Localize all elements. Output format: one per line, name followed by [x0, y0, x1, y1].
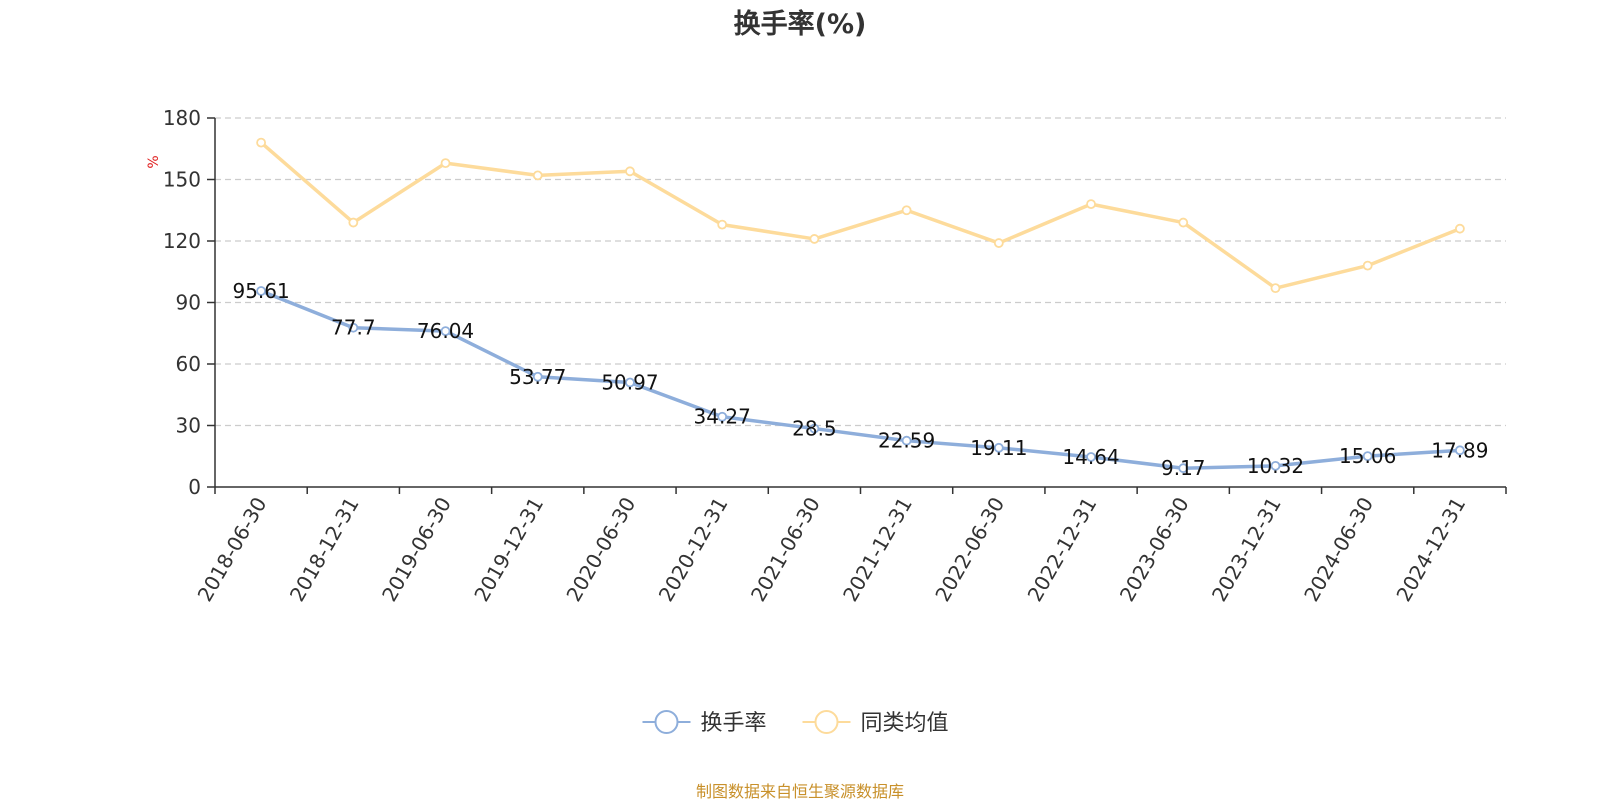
- data-point[interactable]: [1362, 260, 1373, 271]
- data-point[interactable]: [1178, 217, 1189, 228]
- data-label: 17.89: [1431, 438, 1488, 462]
- data-point[interactable]: [1270, 460, 1281, 471]
- data-label: 28.5: [792, 417, 837, 441]
- legend-label: 换手率: [701, 711, 767, 736]
- data-point[interactable]: [1362, 451, 1373, 462]
- data-point[interactable]: [809, 234, 820, 244]
- data-point[interactable]: [809, 423, 820, 434]
- data-point[interactable]: [256, 137, 267, 148]
- y-tick-label: 60: [176, 352, 201, 376]
- x-tick-label: 2021-06-30: [746, 493, 825, 606]
- data-point[interactable]: [1454, 223, 1465, 234]
- y-axis-unit-label: %: [146, 155, 162, 168]
- data-labels: 95.61 77.7 76.04 53.77 50.97 34.27 28.5 22.59 19…: [232, 279, 1488, 480]
- chart-title: 换手率(%): [734, 8, 867, 40]
- data-point[interactable]: [901, 435, 912, 446]
- data-point[interactable]: [1086, 452, 1096, 462]
- data-label: 34.27: [694, 405, 751, 429]
- source-note: 制图数据来自恒生聚源数据库: [696, 782, 904, 800]
- y-tick-label: 150: [163, 168, 201, 192]
- data-point[interactable]: [901, 205, 912, 216]
- data-point[interactable]: [440, 158, 451, 169]
- data-label: 95.61: [232, 279, 289, 303]
- series-line: [260, 289, 1461, 470]
- data-label: 14.64: [1062, 445, 1119, 469]
- data-point[interactable]: [1454, 445, 1465, 456]
- data-label: 22.59: [878, 429, 935, 453]
- x-tick-label: 2018-06-30: [193, 493, 272, 606]
- data-point[interactable]: [532, 371, 543, 382]
- data-point[interactable]: [348, 217, 359, 228]
- series-line: [259, 141, 1461, 290]
- data-label: 53.77: [509, 365, 566, 389]
- data-point[interactable]: [625, 166, 635, 177]
- x-tick-label: 2022-12-31: [1023, 493, 1102, 606]
- x-tick-label: 2019-12-31: [469, 493, 548, 606]
- data-label: 77.7: [331, 316, 376, 340]
- y-tick-label: 0: [188, 475, 201, 499]
- y-tick-label: 120: [163, 229, 201, 253]
- data-point[interactable]: [348, 322, 359, 333]
- y-tick-label: 30: [176, 414, 201, 438]
- data-point[interactable]: [717, 219, 728, 230]
- data-label: 19.11: [970, 436, 1027, 460]
- data-point[interactable]: [993, 238, 1004, 248]
- y-tick-label: 90: [176, 291, 201, 315]
- data-point[interactable]: [993, 442, 1004, 453]
- data-point[interactable]: [1270, 283, 1281, 294]
- data-point[interactable]: [440, 326, 451, 337]
- legend-marker-icon: [654, 710, 679, 734]
- x-tick-label: 2018-12-31: [285, 493, 364, 606]
- legend[interactable]: 换手率 同类均值: [642, 710, 949, 736]
- x-tick-label: 2023-06-30: [1115, 493, 1194, 606]
- data-point[interactable]: [256, 286, 267, 296]
- legend-marker-icon: [814, 710, 839, 734]
- x-tick-label: 2024-06-30: [1299, 493, 1378, 606]
- data-point[interactable]: [1178, 463, 1189, 474]
- data-point[interactable]: [625, 377, 635, 388]
- data-point[interactable]: [1086, 199, 1096, 210]
- x-tick-label: 2019-06-30: [377, 493, 456, 606]
- x-tick-label: 2024-12-31: [1391, 493, 1470, 606]
- series-lines: [256, 137, 1465, 474]
- grid-lines: [215, 117, 1506, 427]
- legend-item[interactable]: 同类均值: [802, 710, 949, 736]
- data-label: 9.17: [1161, 456, 1206, 480]
- y-tick-label: 180: [163, 106, 201, 130]
- legend-item[interactable]: 换手率: [642, 710, 767, 736]
- legend-label: 同类均值: [861, 711, 949, 736]
- x-tick-label: 2021-12-31: [838, 493, 917, 606]
- data-point[interactable]: [717, 411, 728, 422]
- data-label: 15.06: [1339, 444, 1396, 468]
- data-label: 50.97: [601, 371, 658, 395]
- x-tick-label: 2023-12-31: [1207, 493, 1286, 606]
- x-tick-label: 2020-06-30: [561, 493, 640, 606]
- data-label: 10.32: [1247, 454, 1304, 478]
- x-tick-label: 2020-12-31: [654, 493, 733, 606]
- data-point[interactable]: [532, 170, 543, 181]
- x-tick-label: 2022-06-30: [930, 493, 1009, 606]
- data-label: 76.04: [417, 319, 474, 343]
